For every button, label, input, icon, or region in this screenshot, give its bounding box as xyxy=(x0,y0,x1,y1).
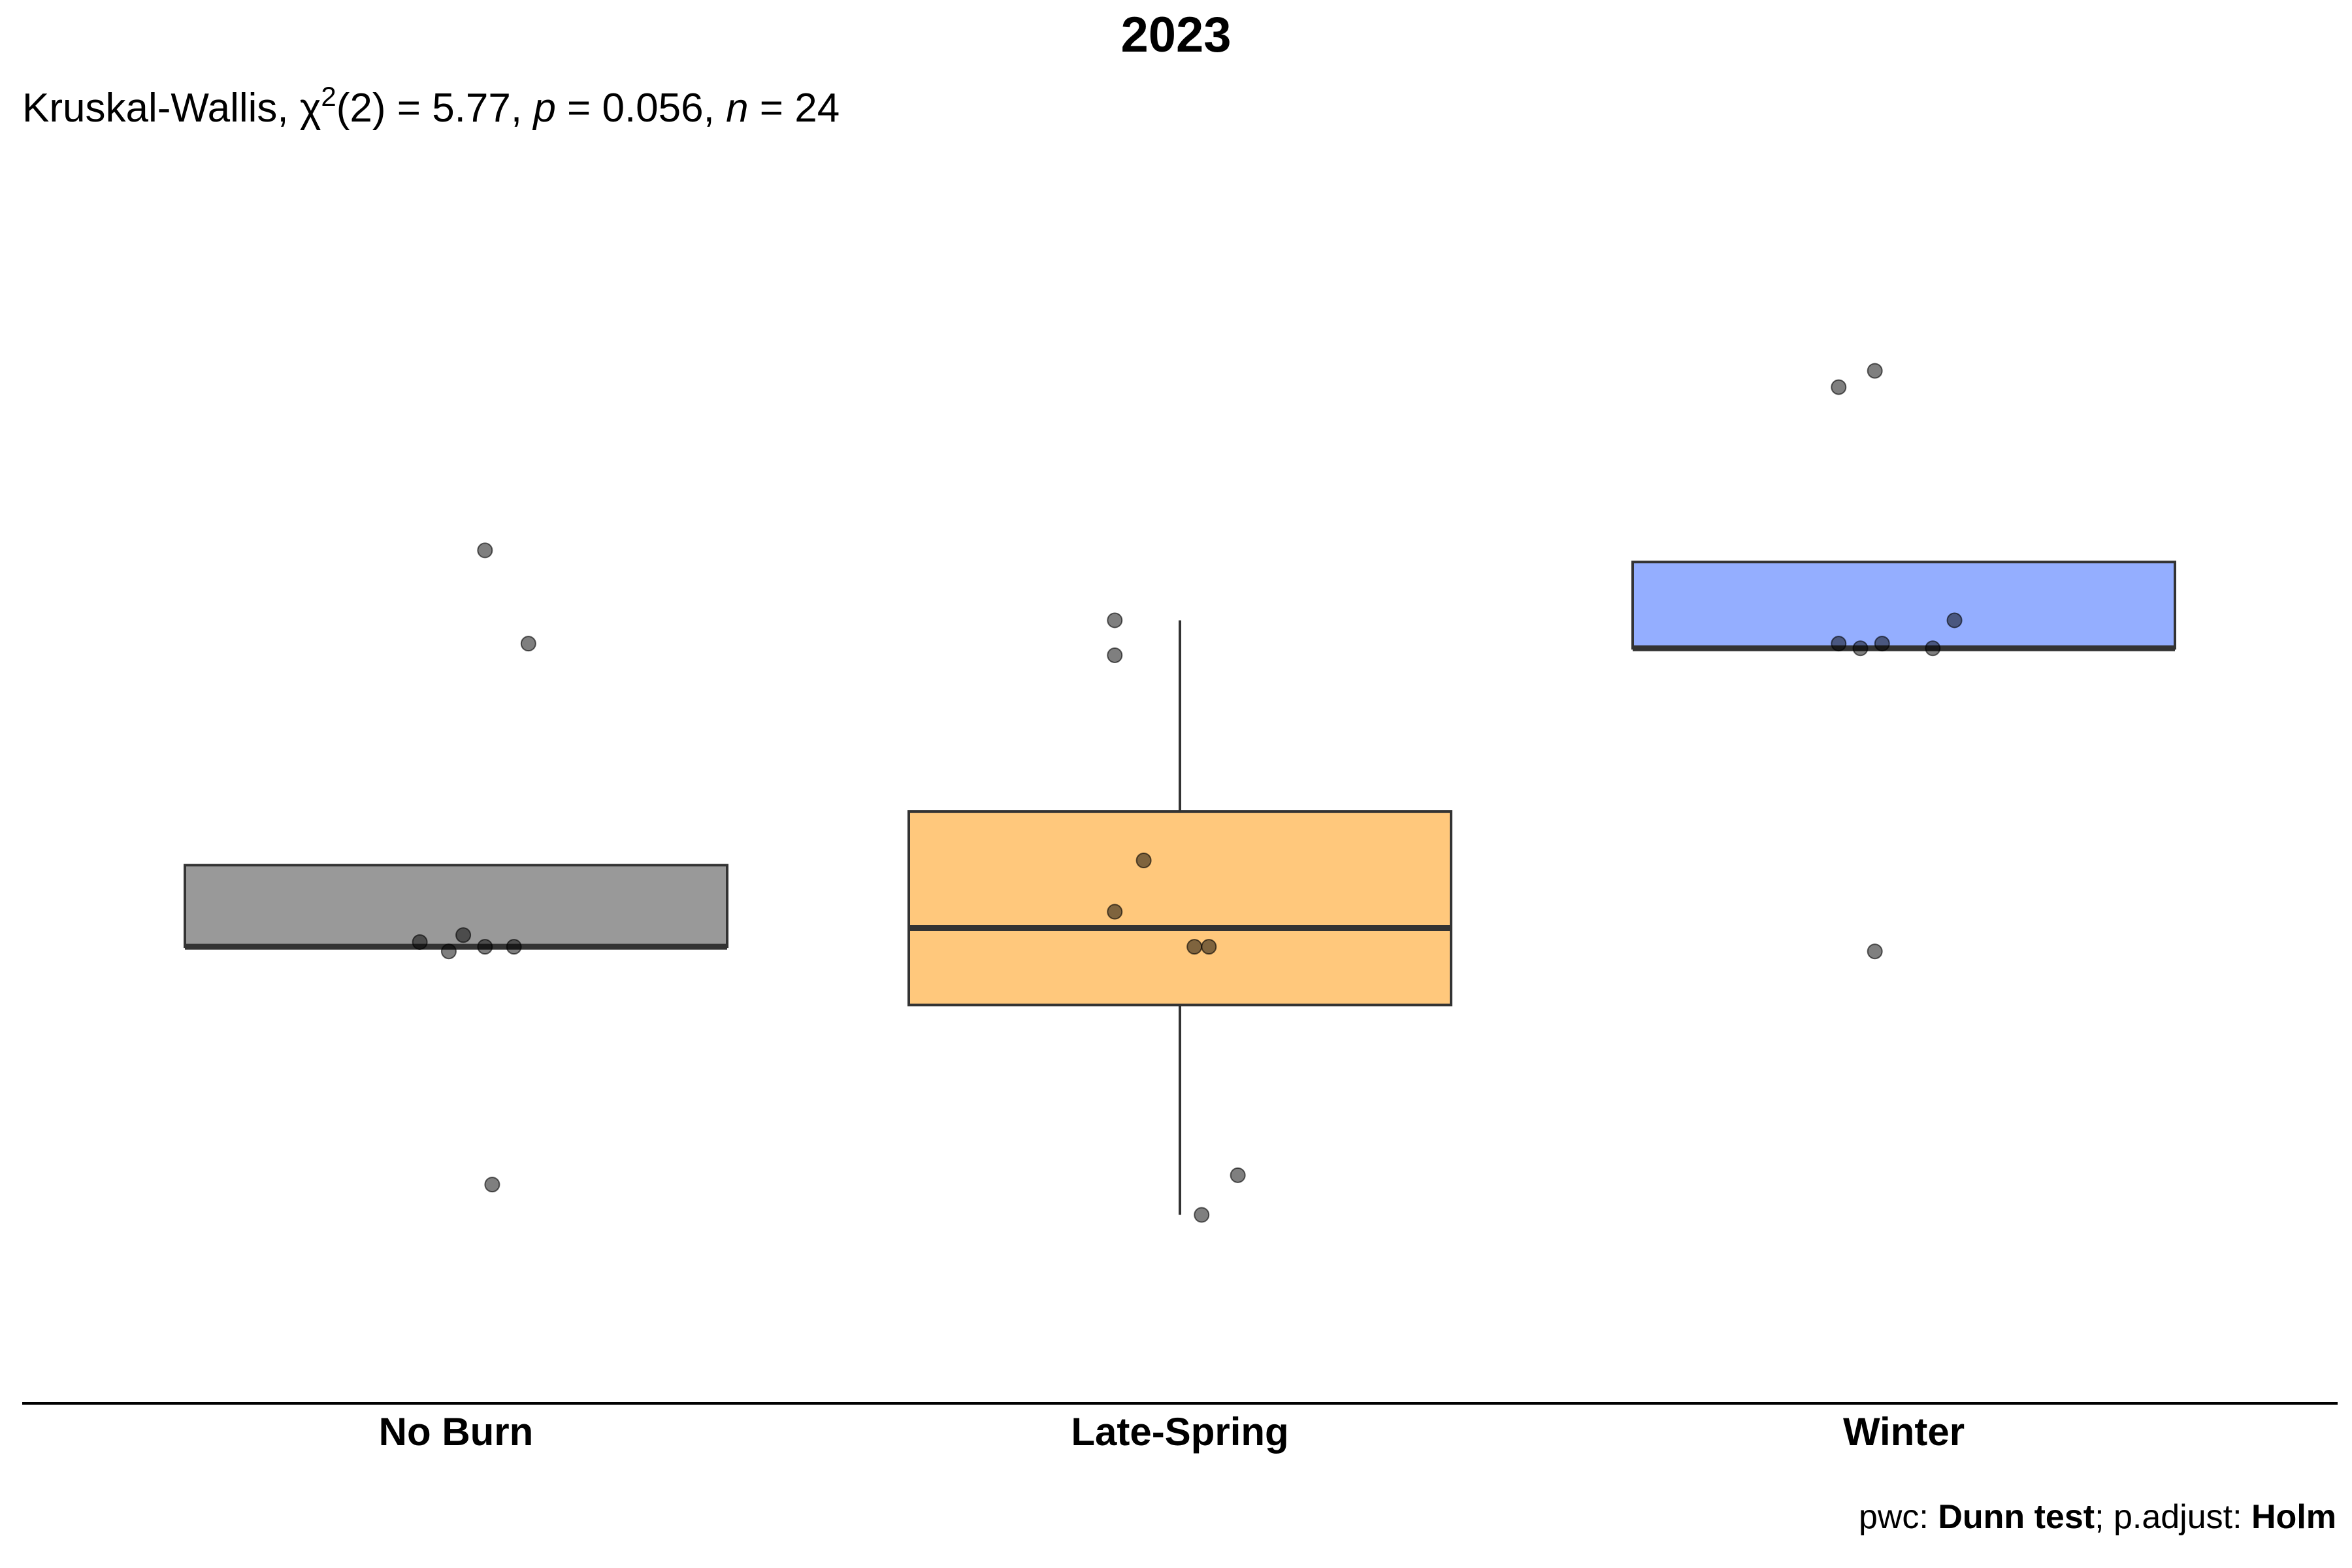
point-late-spring-6 xyxy=(1201,939,1217,955)
point-no-burn-3 xyxy=(455,927,472,943)
caption-pwc-label: pwc: xyxy=(1858,1498,1938,1536)
caption-pwc-method: Dunn test xyxy=(1938,1498,2095,1536)
point-late-spring-3 xyxy=(1135,853,1152,869)
point-winter-3 xyxy=(1946,612,1963,629)
caption-adjust-method: Holm xyxy=(2251,1498,2336,1536)
subtitle-n-value: = 24 xyxy=(748,86,840,131)
subtitle-chi-sup: 2 xyxy=(321,81,336,112)
point-winter-4 xyxy=(1831,636,1847,652)
subtitle-p-value: = 0.056, xyxy=(555,86,727,131)
caption-adjust-label: ; p.adjust: xyxy=(2095,1498,2251,1536)
x-tick-label-late-spring: Late-Spring xyxy=(1071,1410,1288,1454)
point-winter-5 xyxy=(1852,640,1869,657)
point-late-spring-4 xyxy=(1107,904,1123,920)
point-late-spring-1 xyxy=(1107,612,1123,629)
subtitle-df-stat: (2) = 5.77, xyxy=(336,86,534,131)
point-late-spring-2 xyxy=(1107,647,1123,663)
chart-title: 2023 xyxy=(1120,7,1232,63)
subtitle-n-label: n xyxy=(726,86,749,131)
point-winter-2 xyxy=(1867,363,1883,379)
point-no-burn-5 xyxy=(440,943,457,960)
chart-caption: pwc: Dunn test; p.adjust: Holm xyxy=(1859,1494,2336,1541)
subtitle-chi: χ xyxy=(299,86,321,131)
point-late-spring-7 xyxy=(1230,1167,1246,1183)
point-winter-6 xyxy=(1874,636,1890,652)
point-no-burn-8 xyxy=(484,1177,500,1193)
x-tick-label-no-burn: No Burn xyxy=(379,1410,534,1454)
x-tick-labels: No Burn Late-Spring Winter xyxy=(379,1410,1965,1454)
chart-subtitle: Kruskal-Wallis, χ2(2) = 5.77, p = 0.056,… xyxy=(22,77,840,144)
points-layer xyxy=(412,363,1963,1223)
subtitle-test: Kruskal-Wallis, xyxy=(22,86,300,131)
point-winter-8 xyxy=(1867,943,1883,960)
box-late-spring xyxy=(907,810,1452,1007)
point-no-burn-4 xyxy=(412,934,428,950)
point-no-burn-6 xyxy=(477,939,493,955)
point-no-burn-7 xyxy=(506,939,522,955)
box-winter xyxy=(1631,561,2176,650)
x-tick-label-winter: Winter xyxy=(1843,1410,1965,1454)
point-winter-1 xyxy=(1831,379,1847,395)
point-winter-7 xyxy=(1925,640,1941,657)
point-late-spring-8 xyxy=(1194,1207,1210,1223)
boxes-layer xyxy=(184,561,2176,1215)
point-late-spring-5 xyxy=(1186,939,1203,955)
point-no-burn-1 xyxy=(520,636,536,652)
point-no-burn-2 xyxy=(477,542,493,559)
subtitle-p-label: p xyxy=(533,86,556,131)
